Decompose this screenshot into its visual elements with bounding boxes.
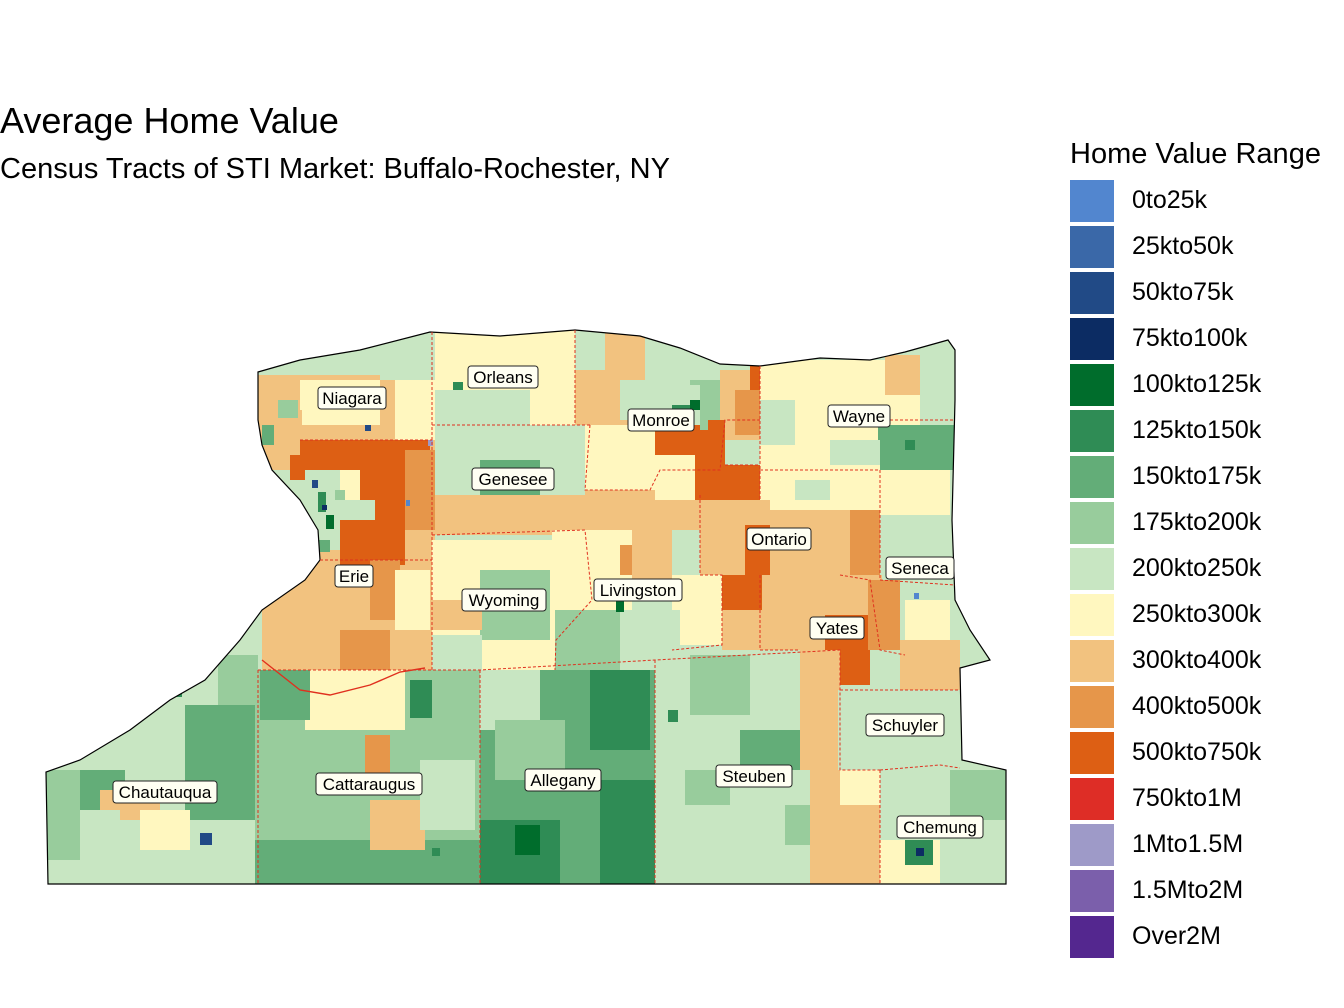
svg-text:Schuyler: Schuyler (872, 716, 938, 735)
legend-label: 75kto100k (1132, 324, 1248, 352)
legend-swatch (1070, 364, 1114, 406)
county-label-wyoming: Wyoming (461, 588, 547, 612)
county-label-chautauqua: Chautauqua (112, 780, 218, 804)
county-label-allegany: Allegany (524, 768, 602, 792)
legend-swatch (1070, 640, 1114, 682)
legend-item: 750kto1M (1070, 777, 1344, 823)
legend-label: 250kto300k (1132, 600, 1262, 628)
map-subtitle: Census Tracts of STI Market: Buffalo-Roc… (0, 153, 670, 185)
legend-swatch (1070, 824, 1114, 866)
svg-text:Allegany: Allegany (530, 771, 596, 790)
svg-text:Niagara: Niagara (322, 389, 382, 408)
legend-item: 0to25k (1070, 179, 1344, 225)
legend-label: 175kto200k (1132, 508, 1262, 536)
county-label-steuben: Steuben (715, 764, 793, 788)
county-label-chemung: Chemung (896, 815, 984, 839)
legend-label: 1.5Mto2M (1132, 876, 1244, 904)
county-label-niagara: Niagara (317, 386, 387, 410)
svg-text:Chautauqua: Chautauqua (119, 783, 212, 802)
legend-label: 100kto125k (1132, 370, 1262, 398)
svg-text:Yates: Yates (816, 619, 858, 638)
legend-item: 500kto750k (1070, 731, 1344, 777)
legend-title: Home Value Range (1070, 138, 1321, 170)
legend-item: 75kto100k (1070, 317, 1344, 363)
svg-text:Genesee: Genesee (479, 470, 548, 489)
legend-label: 150kto175k (1132, 462, 1262, 490)
county-boundaries (257, 330, 961, 884)
legend-item: 250kto300k (1070, 593, 1344, 639)
svg-text:Orleans: Orleans (473, 368, 533, 387)
legend-label: 1Mto1.5M (1132, 830, 1244, 858)
svg-text:Wayne: Wayne (833, 407, 885, 426)
legend-swatch (1070, 594, 1114, 636)
county-label-schuyler: Schuyler (865, 713, 945, 737)
legend: Home Value Range 0to25k 25kto50k 50kto75k 7… (1070, 138, 1344, 961)
legend-swatch (1070, 502, 1114, 544)
legend-label: 750kto1M (1132, 784, 1242, 812)
legend-item: 25kto50k (1070, 225, 1344, 271)
svg-text:Cattaraugus: Cattaraugus (323, 775, 416, 794)
legend-swatch (1070, 548, 1114, 590)
legend-item: Over2M (1070, 915, 1344, 961)
map-title: Average Home Value (0, 100, 339, 141)
legend-swatch (1070, 456, 1114, 498)
county-label-orleans: Orleans (467, 365, 539, 389)
county-label-livingston: Livingston (593, 578, 683, 602)
county-label-wayne: Wayne (827, 404, 891, 428)
legend-items: 0to25k 25kto50k 50kto75k 75kto100k 100kto125… (1070, 179, 1344, 961)
svg-text:Monroe: Monroe (632, 411, 690, 430)
county-label-erie: Erie (334, 564, 374, 588)
legend-item: 1.5Mto2M (1070, 869, 1344, 915)
legend-swatch (1070, 778, 1114, 820)
legend-swatch (1070, 226, 1114, 268)
legend-label: 500kto750k (1132, 738, 1262, 766)
legend-swatch (1070, 686, 1114, 728)
county-label-genesee: Genesee (471, 467, 555, 491)
legend-item: 300kto400k (1070, 639, 1344, 685)
county-label-monroe: Monroe (627, 408, 695, 432)
legend-swatch (1070, 180, 1114, 222)
region-outline (45, 329, 1007, 885)
legend-label: Over2M (1132, 922, 1221, 950)
legend-item: 400kto500k (1070, 685, 1344, 731)
legend-item: 100kto125k (1070, 363, 1344, 409)
legend-item: 1Mto1.5M (1070, 823, 1344, 869)
legend-item: 50kto75k (1070, 271, 1344, 317)
svg-text:Wyoming: Wyoming (469, 591, 540, 610)
legend-label: 25kto50k (1132, 232, 1234, 260)
legend-label: 125kto150k (1132, 416, 1262, 444)
county-labels: Niagara Orleans Monroe Wayne Genesee Ont… (112, 365, 984, 839)
legend-swatch (1070, 916, 1114, 958)
county-label-yates: Yates (809, 616, 865, 640)
legend-swatch (1070, 732, 1114, 774)
legend-label: 0to25k (1132, 186, 1208, 214)
svg-text:Erie: Erie (339, 567, 369, 586)
choropleth-map: Niagara Orleans Monroe Wayne Genesee Ont… (45, 329, 1007, 885)
county-label-cattaraugus: Cattaraugus (315, 772, 423, 796)
legend-swatch (1070, 318, 1114, 360)
county-label-ontario: Ontario (746, 527, 812, 551)
svg-text:Steuben: Steuben (722, 767, 785, 786)
legend-item: 125kto150k (1070, 409, 1344, 455)
legend-label: 50kto75k (1132, 278, 1234, 306)
legend-item: 175kto200k (1070, 501, 1344, 547)
legend-label: 400kto500k (1132, 692, 1262, 720)
svg-text:Ontario: Ontario (751, 530, 807, 549)
svg-text:Livingston: Livingston (600, 581, 677, 600)
svg-text:Seneca: Seneca (891, 559, 949, 578)
legend-item: 150kto175k (1070, 455, 1344, 501)
county-label-seneca: Seneca (885, 556, 955, 580)
legend-item: 200kto250k (1070, 547, 1344, 593)
legend-label: 300kto400k (1132, 646, 1262, 674)
legend-label: 200kto250k (1132, 554, 1262, 582)
legend-swatch (1070, 410, 1114, 452)
svg-text:Chemung: Chemung (903, 818, 977, 837)
legend-swatch (1070, 870, 1114, 912)
legend-swatch (1070, 272, 1114, 314)
